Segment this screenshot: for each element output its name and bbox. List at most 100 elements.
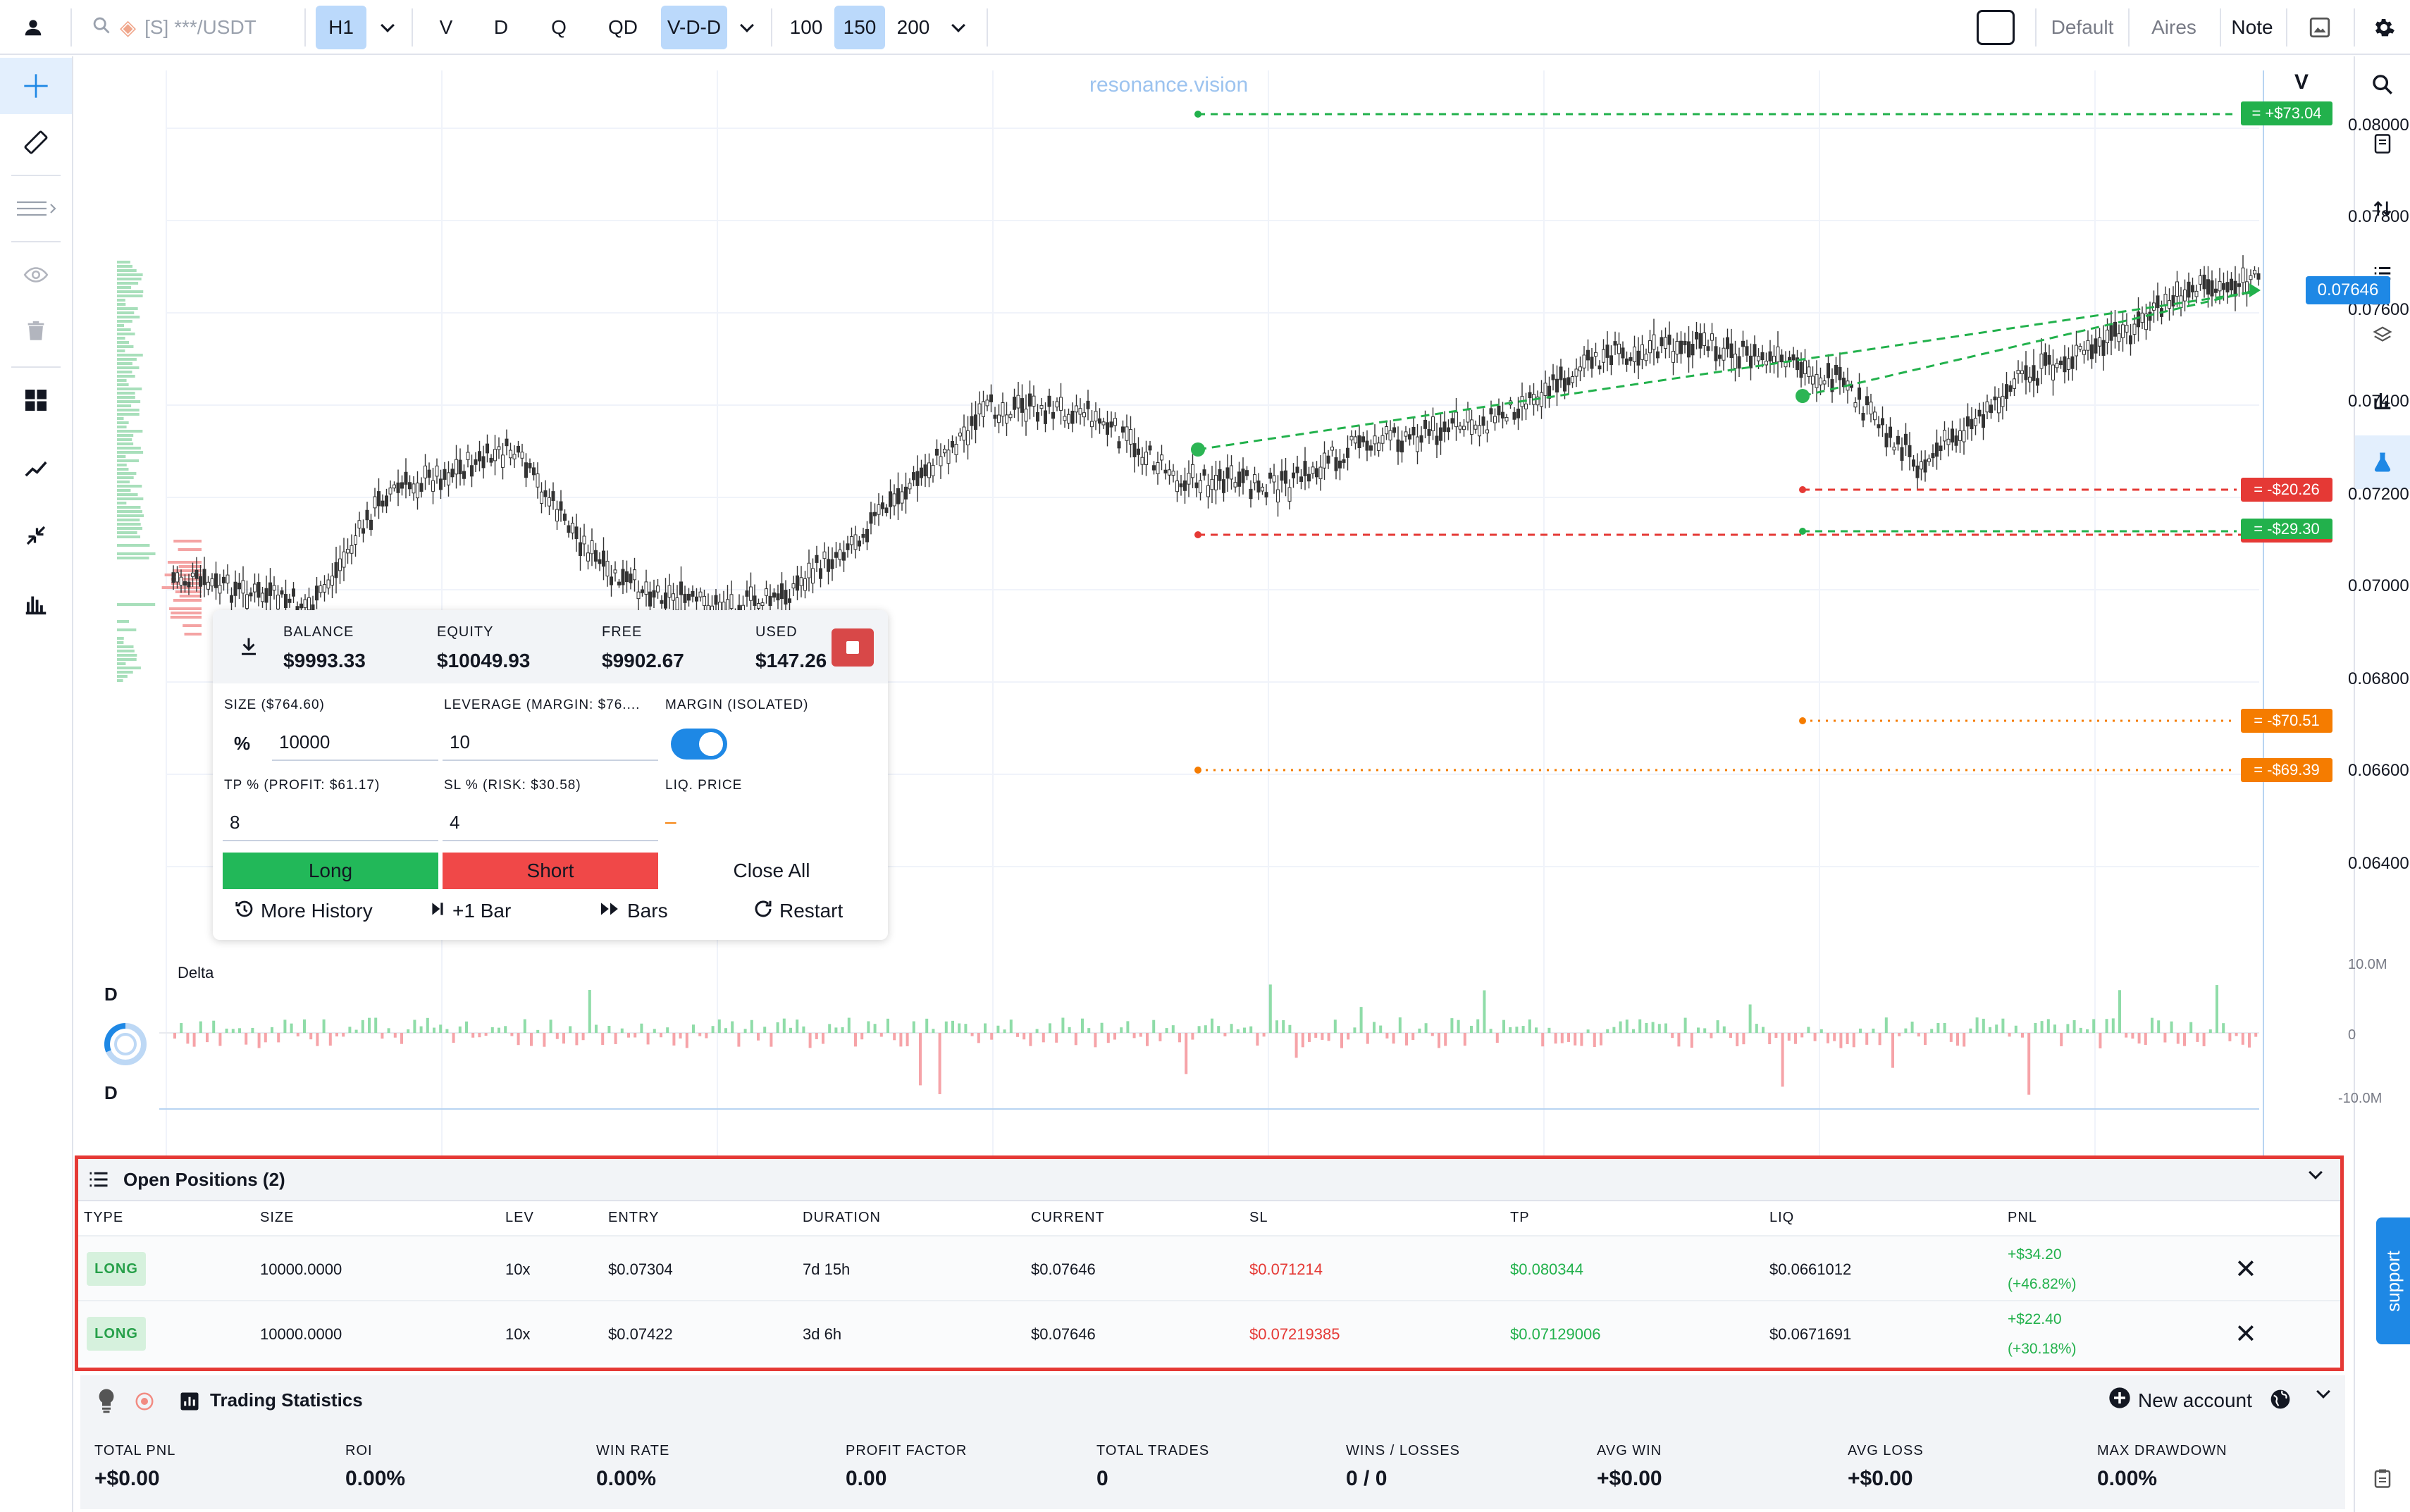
- stat-label: MAX DRAWDOWN: [2097, 1443, 2227, 1458]
- sl-cell[interactable]: $0.07219385: [1249, 1325, 1340, 1343]
- chart-type-d[interactable]: D: [493, 16, 509, 38]
- flask-icon[interactable]: [2355, 435, 2410, 489]
- lightbulb-icon[interactable]: [96, 1388, 117, 1417]
- notes-icon[interactable]: [2355, 117, 2410, 171]
- trading-statistics-panel: Trading Statistics New account TOTAL PNL…: [80, 1375, 2345, 1509]
- gear-icon[interactable]: [2362, 6, 2406, 49]
- open-positions-header[interactable]: Open Positions (2): [78, 1159, 2340, 1201]
- sl-line-1-anchor: [1194, 531, 1201, 538]
- sl-input[interactable]: [443, 805, 658, 841]
- bars-200-button[interactable]: 200: [896, 16, 930, 38]
- bars-dropdown-icon[interactable]: [944, 6, 972, 49]
- bars-button[interactable]: Bars: [599, 895, 668, 927]
- trend-tool-icon[interactable]: [0, 440, 72, 496]
- timeframe-button[interactable]: H1: [316, 6, 366, 49]
- delta-panel: Delta D D 10.0M 0 -10.0M: [75, 948, 2387, 1117]
- globe-icon[interactable]: [2269, 1388, 2292, 1414]
- target-icon[interactable]: [134, 1391, 155, 1415]
- close-all-button[interactable]: Close All: [733, 860, 810, 881]
- plus-bar-button[interactable]: +1 Bar: [428, 895, 511, 927]
- user-icon[interactable]: [11, 6, 55, 49]
- tp-cell[interactable]: $0.07129006: [1510, 1325, 1601, 1343]
- close-icon[interactable]: ✕: [2235, 1255, 2257, 1284]
- margin-toggle[interactable]: [671, 729, 727, 760]
- symbol-search[interactable]: ◈ [S] ***/USDT: [92, 6, 303, 49]
- bars-100-button[interactable]: 100: [789, 16, 823, 38]
- balance-value: $9993.33: [283, 650, 366, 671]
- grid-layout-icon[interactable]: [0, 372, 72, 428]
- screenshot-icon[interactable]: [2297, 6, 2342, 49]
- volume-profile-icon[interactable]: [0, 575, 72, 631]
- pl-label-liq-1[interactable]: = -$69.39: [2241, 758, 2332, 782]
- free-value: $9902.67: [602, 650, 684, 671]
- layout-note[interactable]: Note: [2231, 16, 2273, 38]
- chart-type-dropdown-icon[interactable]: [733, 6, 761, 49]
- bars-label: Bars: [627, 900, 668, 922]
- tp-input[interactable]: [223, 805, 438, 841]
- candlesticks: [171, 255, 2261, 633]
- table-row[interactable]: LONG 10000.0000 10x $0.07304 7d 15h $0.0…: [78, 1235, 2340, 1300]
- layers-icon[interactable]: [2355, 309, 2410, 362]
- trash-icon[interactable]: [0, 303, 72, 359]
- new-account-button[interactable]: New account: [2108, 1387, 2252, 1414]
- long-button[interactable]: Long: [223, 853, 438, 889]
- pl-label-liq-2[interactable]: = -$70.51: [2241, 709, 2332, 733]
- chevron-down-icon[interactable]: [2309, 1165, 2323, 1179]
- leverage-label: LEVERAGE (MARGIN: $76....: [444, 698, 641, 712]
- size-label: SIZE ($764.60): [224, 698, 325, 712]
- balance-label: BALANCE: [283, 624, 354, 640]
- short-button[interactable]: Short: [443, 853, 658, 889]
- price-chart[interactable]: resonance.vision V 0.08000 0.07800 0.076…: [75, 56, 2409, 1185]
- price-tick: 0.06600: [2348, 761, 2409, 780]
- more-history-button[interactable]: More History: [234, 895, 373, 927]
- bars-150-button[interactable]: 150: [834, 6, 885, 49]
- list-icon[interactable]: [2355, 247, 2410, 300]
- leverage-input[interactable]: [443, 724, 658, 761]
- chart-type-qd[interactable]: QD: [608, 16, 638, 38]
- stop-button[interactable]: [832, 628, 874, 667]
- col-duration: DURATION: [803, 1210, 881, 1225]
- delta-axis-top: 10.0M: [2348, 957, 2387, 972]
- price-tick: 0.07400: [2348, 392, 2409, 411]
- eye-icon[interactable]: [0, 247, 72, 303]
- search-icon[interactable]: [2355, 58, 2410, 111]
- drawing-tools-icon[interactable]: [0, 180, 72, 237]
- timeframe-dropdown-icon[interactable]: [373, 6, 402, 49]
- size-input[interactable]: [272, 724, 438, 761]
- stat-label: AVG WIN: [1597, 1443, 1662, 1458]
- support-tab[interactable]: support: [2376, 1217, 2410, 1344]
- entry-marker-1: [1191, 442, 1205, 457]
- cycle-icon[interactable]: [103, 1022, 148, 1067]
- restart-button[interactable]: Restart: [753, 895, 843, 927]
- clipboard-icon[interactable]: [2355, 1451, 2410, 1505]
- close-icon[interactable]: ✕: [2235, 1320, 2257, 1349]
- pl-label-tp-2[interactable]: = -$29.30: [2241, 519, 2332, 543]
- sort-arrows-icon[interactable]: [2355, 182, 2410, 235]
- size-unit[interactable]: %: [234, 733, 251, 754]
- download-icon[interactable]: [238, 636, 259, 660]
- chart-type-vdd[interactable]: V-D-D: [661, 6, 727, 49]
- tp-cell[interactable]: $0.080344: [1510, 1260, 1583, 1278]
- col-size: SIZE: [260, 1210, 295, 1225]
- layout-default[interactable]: Default: [2051, 16, 2114, 38]
- bar-chart-icon[interactable]: [2355, 373, 2410, 427]
- compress-icon[interactable]: [0, 507, 72, 564]
- layout-aires[interactable]: Aires: [2151, 16, 2196, 38]
- stat-label: WIN RATE: [596, 1443, 670, 1458]
- color-swatch-button[interactable]: [1973, 6, 2018, 49]
- delta-label-top: D: [104, 984, 118, 1005]
- pl-label-tp-1[interactable]: = +$73.04: [2241, 101, 2332, 125]
- history-icon: [234, 898, 255, 924]
- free-label: FREE: [602, 624, 643, 640]
- sl-cell[interactable]: $0.071214: [1249, 1260, 1323, 1278]
- chart-type-q[interactable]: Q: [551, 16, 567, 38]
- table-row[interactable]: LONG 10000.0000 10x $0.07422 3d 6h $0.07…: [78, 1300, 2340, 1365]
- chevron-down-icon[interactable]: [2316, 1384, 2330, 1399]
- ruler-icon[interactable]: [0, 114, 72, 171]
- scale-label[interactable]: V: [2294, 70, 2309, 94]
- chart-type-v[interactable]: V: [439, 16, 453, 38]
- pnl-pct-cell: (+30.18%): [2008, 1341, 2077, 1357]
- crosshair-icon[interactable]: [0, 58, 72, 114]
- trade-panel: BALANCE $9993.33 EQUITY $10049.93 FREE $…: [213, 610, 888, 940]
- pl-label-sl-2[interactable]: = -$20.26: [2241, 478, 2332, 502]
